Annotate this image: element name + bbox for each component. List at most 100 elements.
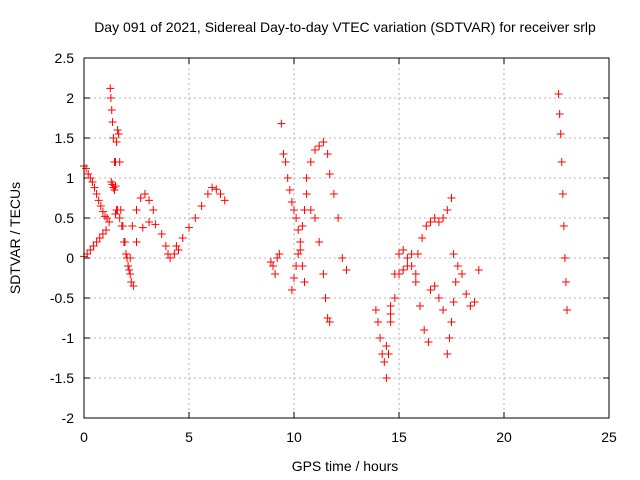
data-point	[115, 158, 124, 166]
data-point	[382, 374, 391, 382]
data-point	[559, 222, 568, 230]
data-point	[395, 250, 403, 258]
data-point	[325, 170, 334, 178]
data-point	[439, 306, 448, 314]
data-point	[185, 223, 193, 232]
data-point	[279, 150, 288, 158]
data-point	[292, 214, 301, 222]
data-point	[447, 194, 456, 202]
data-point	[434, 218, 443, 226]
data-point	[132, 238, 141, 246]
data-point	[338, 254, 347, 262]
x-tick-label: 5	[185, 429, 193, 445]
data-point	[157, 230, 166, 238]
data-point	[145, 196, 154, 205]
data-point	[458, 270, 466, 278]
x-tick-label: 10	[286, 429, 302, 445]
data-point	[451, 278, 460, 286]
data-point	[557, 158, 566, 166]
data-point	[296, 238, 305, 246]
data-point	[380, 358, 389, 366]
data-point	[126, 270, 135, 278]
data-point	[113, 126, 122, 134]
data-point	[315, 238, 324, 246]
data-point	[306, 206, 315, 214]
data-point	[292, 262, 301, 270]
data-point	[92, 190, 101, 198]
data-point	[426, 286, 435, 294]
data-point	[403, 254, 412, 262]
data-point	[290, 206, 298, 214]
data-point	[287, 198, 296, 206]
data-point	[329, 190, 338, 198]
x-tick-label: 15	[391, 429, 407, 445]
data-point	[208, 183, 217, 192]
data-point	[430, 282, 439, 290]
data-point	[178, 234, 187, 242]
data-point	[321, 294, 330, 302]
data-point	[129, 282, 138, 290]
y-axis-label: SDTVAR / TECUs	[7, 182, 23, 294]
data-point	[128, 222, 137, 230]
x-tick-label: 0	[80, 429, 88, 445]
data-point	[449, 250, 458, 258]
data-point	[466, 302, 475, 310]
data-point	[371, 306, 380, 314]
data-point	[323, 150, 332, 158]
data-point	[302, 190, 311, 198]
y-tick-label: 0	[66, 250, 74, 266]
data-point	[290, 274, 298, 282]
data-point	[107, 106, 116, 114]
data-point	[554, 90, 563, 98]
data-point	[103, 214, 112, 222]
data-point	[88, 178, 97, 186]
y-tick-label: 2	[66, 90, 74, 106]
data-point	[418, 234, 427, 242]
data-point	[166, 254, 175, 262]
data-point	[266, 258, 275, 266]
data-point	[203, 190, 212, 198]
y-tick-label: 2.5	[55, 50, 75, 66]
data-point	[430, 214, 439, 222]
data-point	[413, 250, 422, 258]
data-point	[161, 242, 170, 250]
data-point	[449, 298, 458, 306]
plot-frame	[83, 57, 610, 419]
data-point	[216, 190, 225, 198]
data-point	[114, 130, 123, 138]
y-tick-label: 1.5	[55, 130, 75, 146]
tick-labels: 0 5 10 15 20 25 -2 -1.5 -1 -0.5 0 0.5 1 1.5 2 2.5	[50, 50, 617, 445]
data-point	[281, 158, 290, 166]
data-point	[94, 196, 103, 205]
data-point	[395, 270, 403, 278]
data-point	[145, 218, 154, 226]
data-point	[212, 185, 221, 194]
data-point	[558, 190, 567, 198]
data-point	[296, 246, 305, 254]
data-point	[424, 338, 433, 346]
data-point	[191, 214, 200, 222]
data-point	[112, 138, 121, 146]
data-point	[563, 306, 571, 314]
data-point	[174, 246, 183, 254]
data-point	[115, 214, 124, 222]
data-point	[84, 170, 93, 178]
data-point	[277, 119, 286, 128]
data-point	[102, 226, 111, 234]
data-point	[98, 207, 107, 216]
data-point	[271, 270, 280, 278]
data-point	[127, 278, 136, 286]
data-point	[382, 342, 391, 350]
data-point	[462, 290, 471, 298]
data-point	[124, 262, 133, 270]
data-point	[132, 206, 141, 214]
data-point	[90, 183, 99, 192]
data-point	[411, 270, 420, 278]
data-point	[220, 196, 229, 205]
data-point	[119, 238, 128, 246]
data-point	[106, 84, 115, 93]
data-point	[319, 138, 328, 146]
data-points	[80, 84, 571, 382]
data-point	[390, 294, 399, 302]
